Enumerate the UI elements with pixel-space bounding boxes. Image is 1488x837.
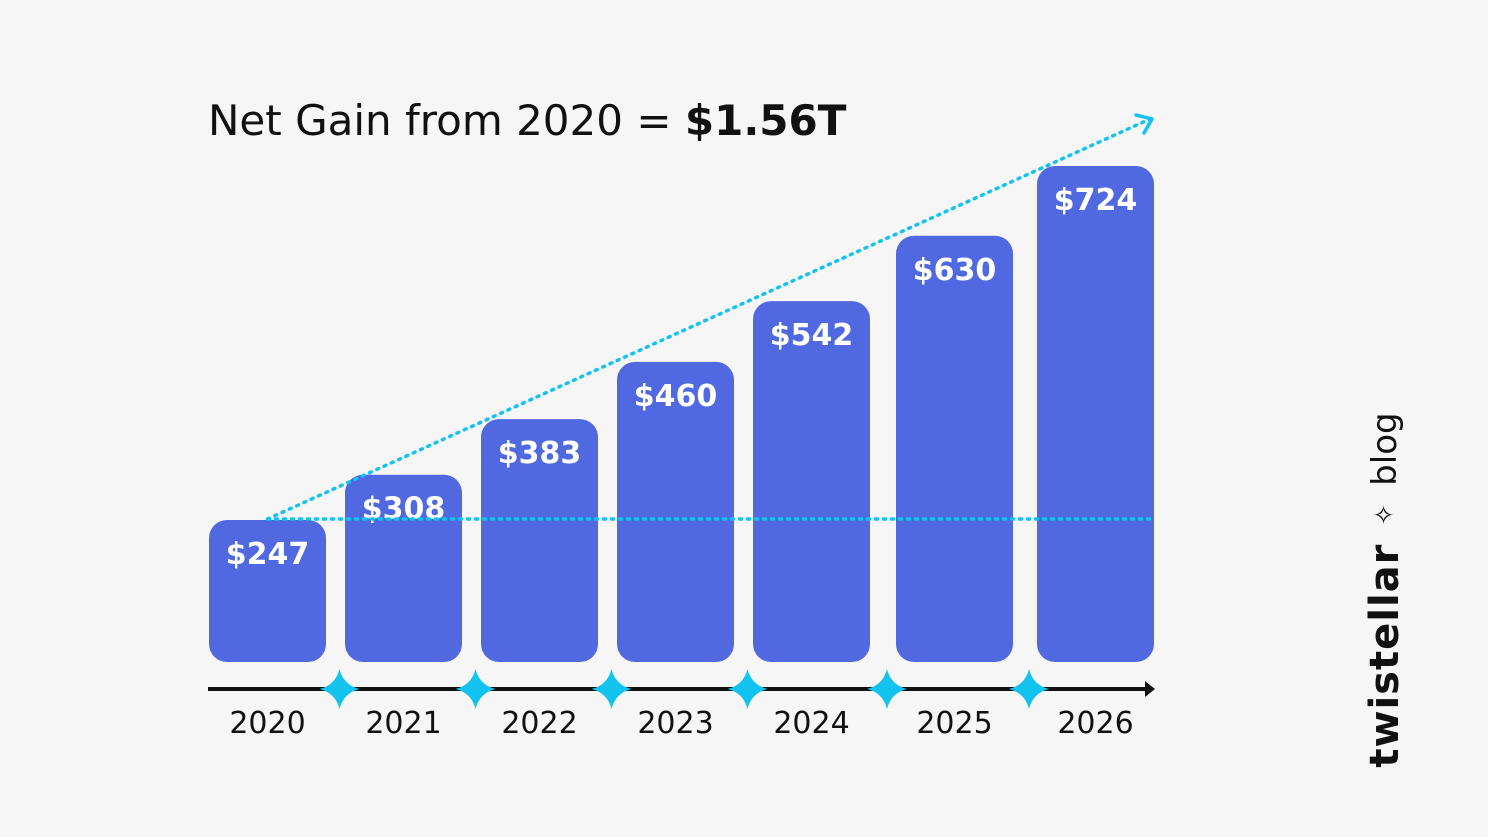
star-marker-icon <box>455 669 496 709</box>
star-marker-icon <box>591 669 632 709</box>
x-tick-label: 2025 <box>916 706 992 741</box>
bar-2024 <box>753 301 870 662</box>
trend-dotted-line <box>265 117 1152 521</box>
x-tick-label: 2021 <box>365 706 441 741</box>
x-tick-label: 2022 <box>501 706 577 741</box>
x-axis <box>208 681 1155 697</box>
star-marker-icon <box>1009 669 1049 709</box>
x-tick-label: 2024 <box>773 706 849 741</box>
chart-title: Net Gain from 2020 = $1.56T <box>208 96 846 145</box>
chart-title-prefix: Net Gain from 2020 = <box>208 96 685 145</box>
bar-2026 <box>1037 166 1154 662</box>
brand-name: twistellar <box>1362 543 1408 768</box>
bar-2021 <box>345 474 462 662</box>
star-marker-icon <box>867 669 907 709</box>
brand-suffix: blog <box>1365 412 1405 486</box>
trend-arrowhead-icon <box>1134 113 1154 135</box>
chart-title-value: $1.56T <box>684 96 847 145</box>
bar-value-label: $247 <box>226 537 310 572</box>
star-marker-icon <box>319 669 360 709</box>
bar-value-label: $630 <box>913 253 997 288</box>
trend-arrow <box>265 113 1154 521</box>
bar-value-label: $724 <box>1054 183 1138 218</box>
bar-2020 <box>209 520 326 662</box>
x-axis-arrowhead-icon <box>1145 681 1155 697</box>
bars-group: $247 $308 $383 $460 $542 $630 $724 <box>209 166 1154 663</box>
bar-value-label: $460 <box>634 379 718 414</box>
x-tick-label: 2020 <box>229 706 305 741</box>
sparkle-icon: ✧ <box>1370 503 1400 526</box>
axis-star-markers <box>319 669 1049 709</box>
bar-2025 <box>896 235 1013 663</box>
bar-2022 <box>481 419 598 662</box>
bar-value-label: $308 <box>362 492 446 527</box>
bar-value-label: $542 <box>770 318 854 353</box>
star-marker-icon <box>727 669 768 709</box>
x-tick-label: 2026 <box>1057 706 1133 741</box>
bar-2023 <box>617 361 734 662</box>
year-labels: 2020 2021 2022 2023 2024 2025 2026 <box>229 706 1133 741</box>
brand-logo: twistellar ✧ blog <box>1340 412 1430 767</box>
x-tick-label: 2023 <box>637 706 713 741</box>
bar-value-label: $383 <box>498 436 582 471</box>
